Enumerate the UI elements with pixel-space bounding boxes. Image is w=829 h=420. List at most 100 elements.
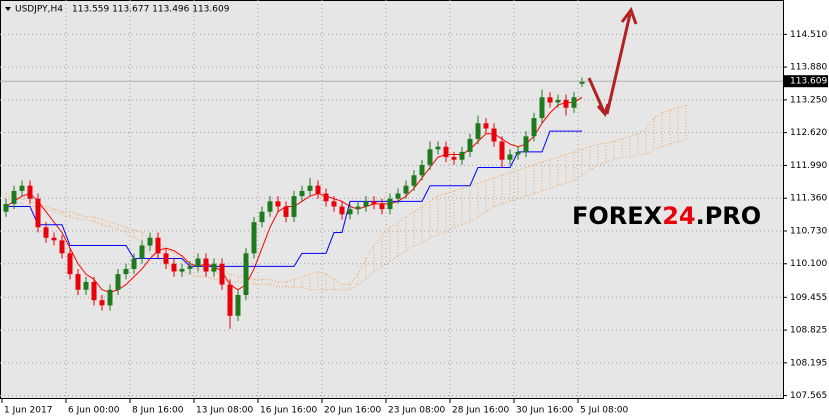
candle-body	[283, 206, 289, 217]
candle-body	[571, 97, 577, 108]
candle-body	[419, 164, 425, 176]
candle-body	[115, 274, 121, 290]
candle-body	[227, 284, 233, 316]
candle-body	[347, 209, 353, 215]
candle-body	[147, 237, 153, 246]
candle-body	[315, 185, 321, 194]
candle-body	[515, 151, 521, 155]
forecast-arrow	[587, 6, 638, 118]
candle-body	[475, 123, 481, 139]
y-tick-label: 114.510	[790, 30, 827, 40]
y-tick-label: 109.455	[790, 293, 827, 303]
y-tick-label: 108.825	[790, 326, 827, 336]
x-tick-label: 20 Jun 16:00	[324, 406, 381, 416]
candle-body	[51, 237, 57, 241]
candle-body	[323, 193, 329, 202]
indicator-line	[6, 130, 582, 267]
axes: 107.565 108.195 108.825 109.455 110.100 110.7…	[0, 30, 828, 416]
candle-body	[259, 211, 265, 223]
candle-body	[163, 253, 169, 264]
candle-body	[275, 201, 281, 207]
grid	[0, 0, 783, 399]
candle-body	[35, 198, 41, 228]
candle-body	[155, 237, 161, 254]
candle-body	[483, 123, 489, 129]
candle-body	[427, 149, 433, 165]
candle-body	[555, 99, 561, 103]
candle-body	[195, 258, 201, 267]
y-tick-label: 111.990	[790, 161, 827, 171]
candle-body	[435, 146, 441, 150]
y-tick-label: 110.100	[790, 259, 827, 269]
candle-body	[291, 196, 297, 217]
symbol-title: USDJPY,H4	[15, 5, 63, 15]
x-tick-label: 30 Jun 16:00	[516, 406, 573, 416]
candle-body	[19, 185, 25, 191]
watermark-part: 24	[662, 202, 695, 230]
candle-body	[539, 97, 545, 119]
candle-body	[131, 258, 137, 269]
candle-body	[251, 222, 257, 254]
candle-body	[11, 190, 17, 204]
candle-body	[139, 245, 145, 259]
y-tick-label: 113.250	[790, 95, 827, 105]
candle-body	[339, 206, 345, 215]
cloud-edge	[5, 138, 687, 291]
candle-body	[331, 201, 337, 207]
candle-body	[75, 274, 81, 290]
candle-body	[563, 99, 569, 108]
candle-body	[187, 266, 193, 269]
candle-body	[211, 263, 217, 272]
candle-body	[443, 146, 449, 158]
candle-body	[491, 128, 497, 142]
candle-body	[219, 263, 225, 285]
candle-body	[371, 201, 377, 204]
x-tick-label: 6 Jun 00:00	[68, 406, 120, 416]
candle-body	[467, 138, 473, 152]
candle-body	[299, 190, 305, 197]
x-tick-label: 16 Jun 16:00	[260, 406, 317, 416]
candle-body	[403, 185, 409, 194]
candle-body	[27, 185, 33, 199]
candle-body	[123, 268, 129, 275]
candle-body	[387, 198, 393, 210]
last-price-box	[784, 75, 828, 88]
y-tick-label: 110.730	[790, 226, 827, 236]
watermark-part: .PRO	[696, 202, 762, 230]
candle-body	[267, 201, 273, 212]
candle-body	[499, 141, 505, 160]
candle-body	[363, 201, 369, 207]
y-tick-label: 107.565	[790, 391, 827, 401]
last-price-label: 113.609	[790, 77, 827, 87]
x-tick-label: 13 Jun 08:00	[196, 406, 253, 416]
candle-body	[243, 253, 249, 295]
x-tick-label: 23 Jun 08:00	[388, 406, 445, 416]
candle-body	[355, 206, 361, 210]
candle-body	[203, 258, 209, 272]
y-tick-label: 112.620	[790, 128, 827, 138]
candle-body	[235, 294, 241, 316]
candle-body	[379, 203, 385, 210]
y-tick-label: 111.360	[790, 194, 827, 204]
candle-body	[3, 203, 9, 212]
candle-body	[59, 240, 65, 254]
candle-body	[411, 175, 417, 186]
candle-body	[83, 281, 89, 290]
quote: 113.559 113.677 113.496 113.609	[72, 5, 230, 15]
x-tick-label: 5 Jul 08:00	[580, 406, 629, 416]
y-tick-label: 113.880	[790, 63, 827, 73]
candle-body	[531, 118, 537, 137]
x-tick-label: 8 Jun 16:00	[132, 406, 184, 416]
candle-body	[107, 289, 113, 306]
candle-body	[99, 300, 105, 306]
watermark-part: FOREX	[572, 202, 663, 230]
candle-body	[307, 185, 313, 191]
candle-body	[507, 154, 513, 160]
candle-body	[43, 227, 49, 238]
y-tick-label: 108.195	[790, 358, 827, 368]
candle-body	[523, 136, 529, 152]
candles	[3, 77, 585, 329]
x-tick-label: 28 Jun 16:00	[452, 406, 509, 416]
watermark: FOREX24.PRO	[572, 202, 761, 230]
